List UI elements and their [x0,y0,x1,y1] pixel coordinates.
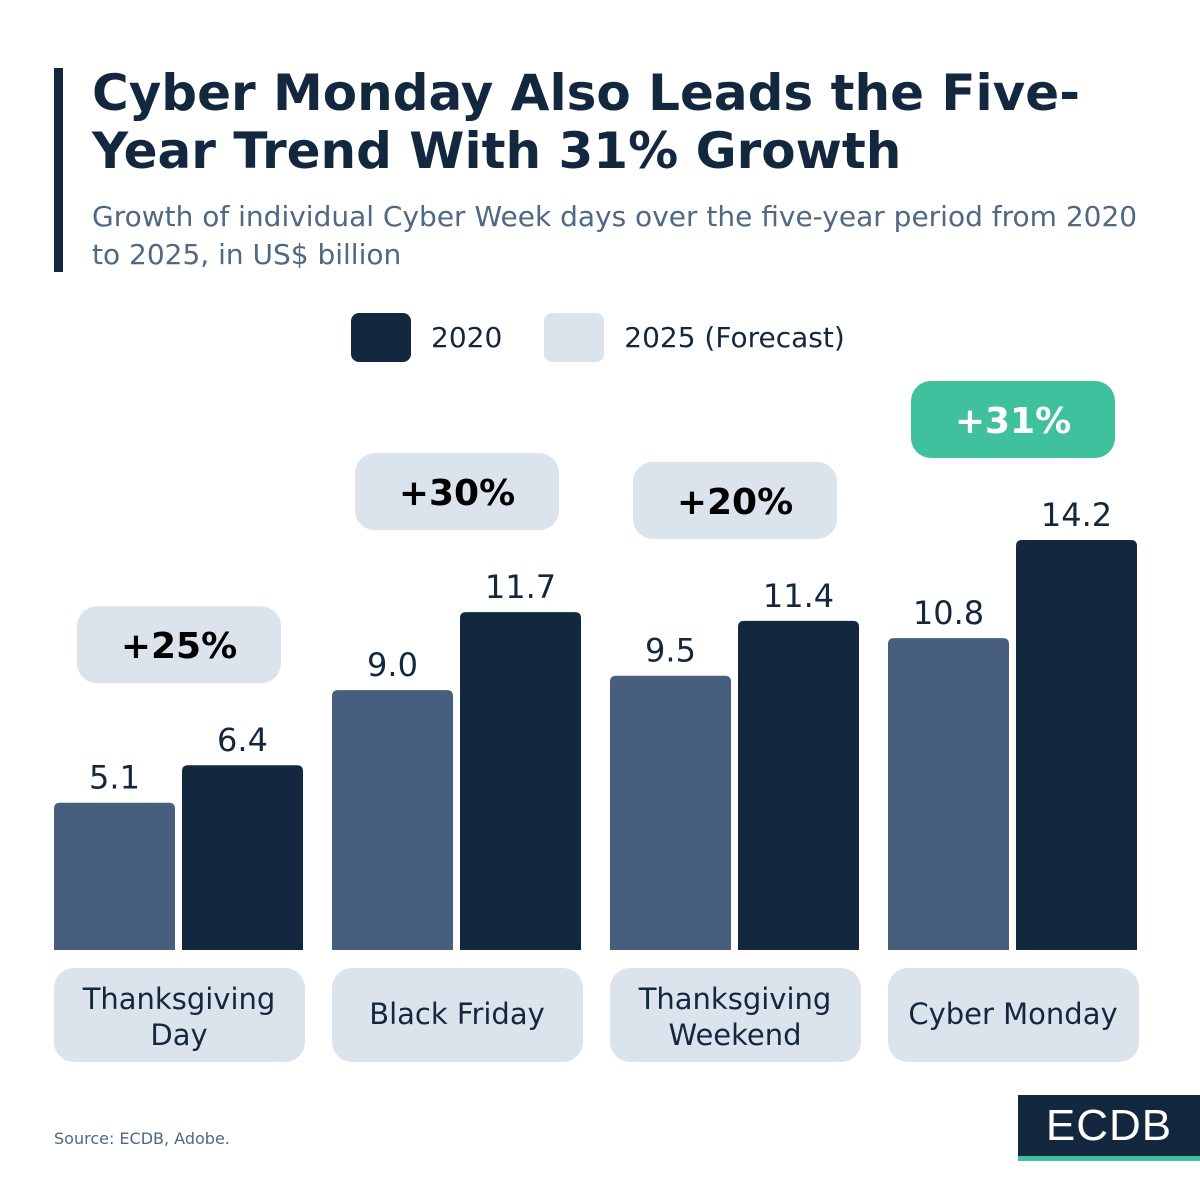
category-label: Black Friday [369,997,545,1031]
data-label: 9.0 [367,646,418,684]
legend-label: 2025 (Forecast) [624,321,845,354]
category-label-box [610,968,861,1062]
bar [182,765,303,950]
legend-label: 2020 [431,321,503,354]
growth-label: +30% [399,473,515,514]
growth-label: +20% [677,482,793,523]
bar [1016,540,1137,950]
growth-badge [633,461,837,539]
legend-item-2020: 2020 [351,313,502,362]
source-note: Source: ECDB, Adobe. [54,1129,230,1148]
category-label-box [54,968,305,1062]
data-label: 11.7 [485,568,556,606]
category-label: Cyber Monday [908,997,1117,1031]
category-label: Day [150,1018,207,1052]
category-label: Thanksgiving [638,982,832,1016]
category-label-box [888,968,1139,1062]
bar [610,675,731,950]
growth-label: +31% [955,401,1071,442]
data-label: 6.4 [217,721,268,759]
data-label: 9.5 [645,632,696,670]
legend-item-2025: 2025 (Forecast) [544,313,845,362]
ecdb-logo: ECDB [1018,1095,1200,1161]
logo-text: ECDB [1045,1100,1173,1150]
bar [888,638,1009,950]
data-label: 10.8 [913,594,984,632]
category-label: Weekend [668,1018,801,1052]
legend-swatch [544,313,605,362]
legend-swatch [351,313,411,362]
category-label-box [332,968,583,1062]
bar [332,690,453,950]
title-accent-bar [54,68,63,272]
growth-badge [77,606,281,684]
growth-label: +25% [121,626,237,667]
data-label: 14.2 [1041,496,1112,534]
data-label: 11.4 [763,577,834,615]
growth-badge [355,453,559,531]
data-label: 5.1 [89,759,140,797]
bar [54,802,175,950]
chart-subtitle: Growth of individual Cyber Week days ove… [92,200,1138,271]
category-label: Thanksgiving [82,982,276,1016]
growth-badge [911,381,1115,458]
bar [738,620,859,950]
bar [460,612,581,950]
legend: 2020 2025 (Forecast) [351,313,887,362]
chart-title: Cyber Monday Also Leads the Five-Year Tr… [92,64,1080,180]
